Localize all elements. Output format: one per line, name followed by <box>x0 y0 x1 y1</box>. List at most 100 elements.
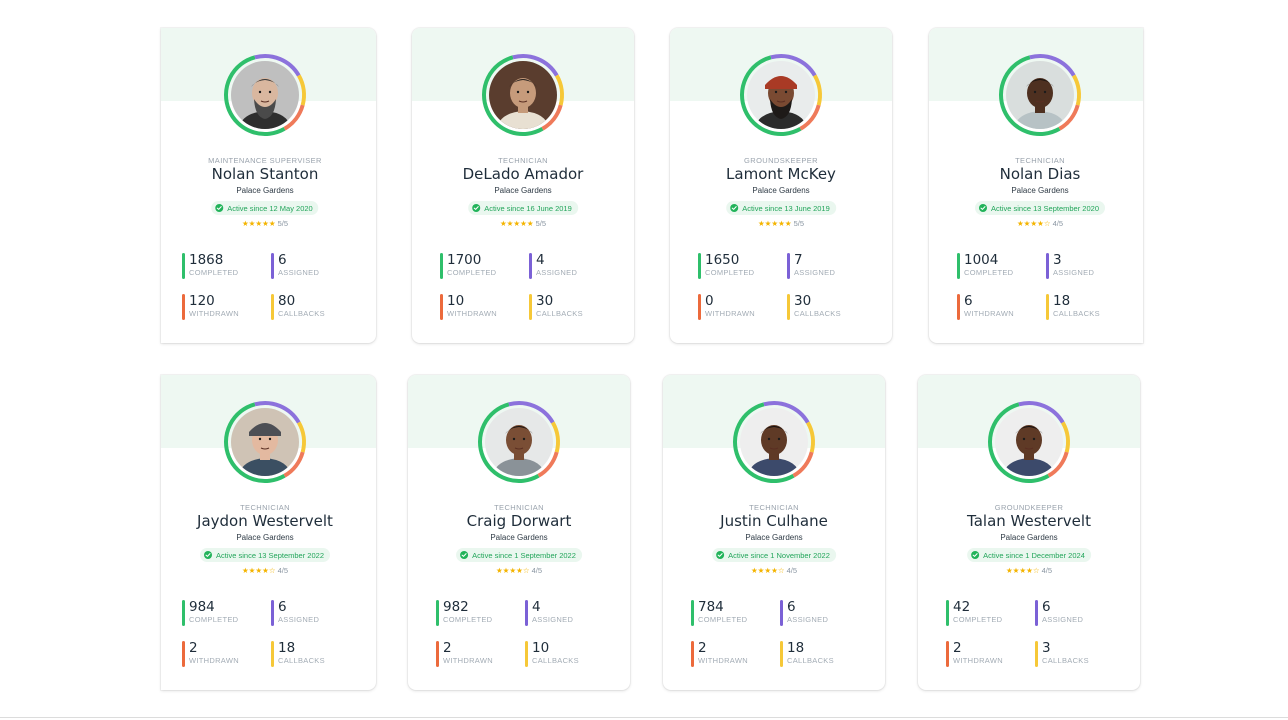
employee-name[interactable]: Nolan Stanton <box>211 165 319 183</box>
active-since-text: Active since 13 September 2020 <box>991 203 1099 213</box>
employee-card[interactable]: GROUNDSKEEPER Lamont McKey Palace Garden… <box>670 28 892 343</box>
ring-segment <box>508 401 555 424</box>
star-rating: ★★★★★ 5/5 <box>412 219 634 229</box>
ring-segment <box>1029 54 1076 77</box>
callbacks-label: CALLBACKS <box>794 309 841 318</box>
work-location: Palace Gardens <box>1011 186 1069 195</box>
stat-completed: 1004 COMPLETED <box>957 253 1013 279</box>
withdrawn-label: WITHDRAWN <box>964 309 1014 318</box>
withdrawn-value: 6 <box>964 293 973 309</box>
rating-score: 4/5 <box>531 566 543 575</box>
employee-card[interactable]: MAINTENANCE SUPERVISER Nolan Stanton Pal… <box>161 28 376 343</box>
star-filled-icon: ★ <box>1026 566 1033 575</box>
employee-card[interactable]: GROUNDKEEPER Talan Westervelt Palace Gar… <box>918 375 1140 690</box>
profile-photo <box>231 408 299 476</box>
employee-name[interactable]: Jaydon Westervelt <box>197 512 333 530</box>
work-location: Palace Gardens <box>494 186 552 195</box>
completed-value: 42 <box>953 599 971 615</box>
callbacks-value: 18 <box>1053 293 1071 309</box>
star-filled-icon: ★ <box>764 566 772 575</box>
assigned-value: 6 <box>1042 599 1051 615</box>
completed-bar <box>440 253 443 279</box>
star-filled-icon: ★ <box>764 219 772 228</box>
assigned-value: 3 <box>1053 252 1062 268</box>
employee-card[interactable]: TECHNICIAN Jaydon Westervelt Palace Gard… <box>161 375 376 690</box>
star-filled-icon: ★ <box>516 566 523 575</box>
employee-name[interactable]: Lamont McKey <box>726 165 836 183</box>
check-circle-icon <box>979 204 988 212</box>
avatar <box>732 400 816 484</box>
stat-withdrawn: 120 WITHDRAWN <box>182 294 239 320</box>
withdrawn-bar <box>182 641 185 667</box>
star-filled-icon: ★ <box>509 566 517 575</box>
completed-label: COMPLETED <box>698 615 748 624</box>
job-role: MAINTENANCE SUPERVISER <box>208 156 322 165</box>
star-filled-icon: ★ <box>778 219 785 228</box>
star-filled-icon: ★ <box>506 219 514 228</box>
progress-ring <box>224 54 306 136</box>
assigned-label: ASSIGNED <box>1053 268 1095 277</box>
stat-callbacks: 18 CALLBACKS <box>1046 294 1100 320</box>
stat-completed: 1700 COMPLETED <box>440 253 496 279</box>
withdrawn-value: 2 <box>698 640 707 656</box>
assigned-label: ASSIGNED <box>787 615 829 624</box>
employee-name[interactable]: DeLado Amador <box>462 165 584 183</box>
profile-photo <box>740 408 808 476</box>
callbacks-label: CALLBACKS <box>278 656 325 665</box>
active-since-text: Active since 13 June 2019 <box>742 203 830 213</box>
stars: ★★★★☆ <box>496 566 530 575</box>
active-since-text: Active since 1 November 2022 <box>728 550 830 560</box>
employee-card[interactable]: TECHNICIAN Justin Culhane Palace Gardens… <box>663 375 885 690</box>
assigned-value: 6 <box>278 252 287 268</box>
star-rating: ★★★★★ 5/5 <box>161 219 376 229</box>
star-filled-icon: ★ <box>1030 219 1038 228</box>
stat-callbacks: 80 CALLBACKS <box>271 294 325 320</box>
employee-card[interactable]: TECHNICIAN Craig Dorwart Palace Gardens … <box>408 375 630 690</box>
status-badge: Active since 1 November 2022 <box>712 548 836 562</box>
ring-segment <box>1060 421 1070 453</box>
employee-name[interactable]: Justin Culhane <box>720 512 828 530</box>
stat-assigned: 7 ASSIGNED <box>787 253 835 279</box>
employee-card[interactable]: TECHNICIAN DeLado Amador Palace Gardens … <box>412 28 634 343</box>
active-since-text: Active since 16 June 2019 <box>484 203 572 213</box>
star-filled-icon: ★ <box>502 566 510 575</box>
work-location: Palace Gardens <box>236 533 294 542</box>
stat-completed: 1868 COMPLETED <box>182 253 238 279</box>
ring-segment <box>296 421 306 453</box>
check-circle-icon <box>204 551 213 559</box>
status-badge: Active since 16 June 2019 <box>468 201 578 215</box>
employee-name[interactable]: Talan Westervelt <box>967 512 1091 530</box>
star-filled-icon: ★ <box>771 219 779 228</box>
stat-completed: 42 COMPLETED <box>946 600 1002 626</box>
stat-assigned: 3 ASSIGNED <box>1046 253 1094 279</box>
star-empty-icon: ☆ <box>522 566 530 575</box>
ring-segment <box>999 55 1061 136</box>
employee-name[interactable]: Craig Dorwart <box>466 512 572 530</box>
status-badge: Active since 13 September 2020 <box>975 201 1105 215</box>
job-role: GROUNDKEEPER <box>994 503 1064 512</box>
assigned-bar <box>787 253 790 279</box>
assigned-label: ASSIGNED <box>278 615 320 624</box>
star-filled-icon: ★ <box>513 219 521 228</box>
rating-score: 4/5 <box>786 566 798 575</box>
work-location: Palace Gardens <box>745 533 803 542</box>
avatar <box>477 400 561 484</box>
employee-card[interactable]: TECHNICIAN Nolan Dias Palace Gardens Act… <box>929 28 1143 343</box>
withdrawn-label: WITHDRAWN <box>447 309 497 318</box>
rating-score: 5/5 <box>793 219 805 228</box>
employee-name[interactable]: Nolan Dias <box>999 165 1081 183</box>
callbacks-bar <box>1035 641 1038 667</box>
withdrawn-value: 2 <box>189 640 198 656</box>
status-badge: Active since 1 December 2024 <box>967 548 1091 562</box>
ring-segment <box>733 402 795 483</box>
withdrawn-label: WITHDRAWN <box>705 309 755 318</box>
ring-segment <box>740 55 802 136</box>
rating-score: 5/5 <box>535 219 547 228</box>
stat-completed: 984 COMPLETED <box>182 600 238 626</box>
assigned-label: ASSIGNED <box>278 268 320 277</box>
completed-value: 1650 <box>705 252 740 268</box>
star-filled-icon: ★ <box>1005 566 1013 575</box>
callbacks-label: CALLBACKS <box>787 656 834 665</box>
rating-score: 5/5 <box>277 219 289 228</box>
ring-segment <box>763 401 810 424</box>
